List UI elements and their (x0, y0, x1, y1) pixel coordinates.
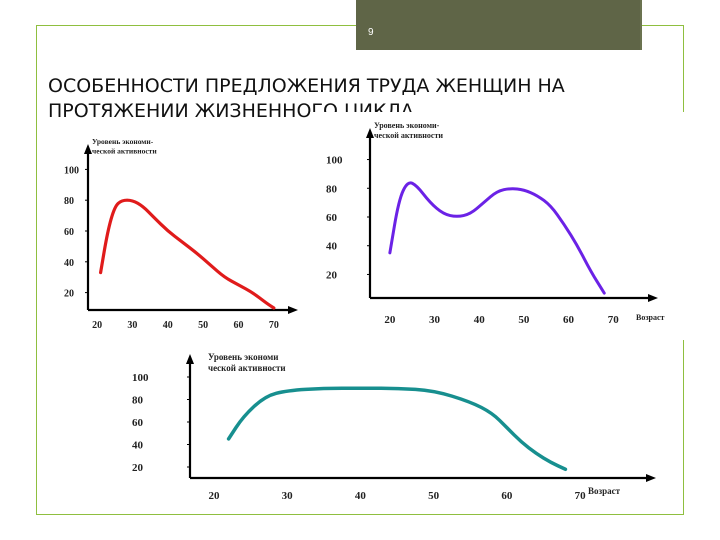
y-tick-label: 60 (132, 417, 144, 429)
y-tick-label: 80 (132, 395, 144, 407)
y-tick-label: 60 (326, 212, 338, 224)
series-line (388, 181, 606, 295)
page-number-box-edge (640, 0, 642, 50)
y-tick-label: 100 (132, 372, 149, 384)
x-axis-arrow (648, 294, 658, 302)
x-tick-label: 70 (608, 314, 620, 326)
y-tick-label: 80 (64, 196, 74, 207)
y-axis-label: Уровень экономи-ческой активности (92, 137, 157, 156)
x-tick-label: 30 (429, 314, 441, 326)
y-tick-label: 100 (326, 155, 343, 167)
y-axis-arrow (186, 354, 194, 364)
x-axis-label: Возраст (588, 486, 621, 496)
series-line (99, 198, 276, 310)
x-tick-label: 20 (208, 490, 220, 502)
x-tick-label: 40 (163, 320, 173, 331)
x-tick-label: 30 (127, 320, 137, 331)
y-tick-label: 100 (64, 165, 79, 176)
chart-red: Уровень экономи-ческой активности 20 40 60 8… (64, 137, 298, 331)
y-axis-arrow (84, 144, 92, 154)
slide-title: ОСОБЕННОСТИ ПРЕДЛОЖЕНИЯ ТРУДА ЖЕНЩИН НА … (48, 75, 565, 122)
x-axis-arrow (646, 474, 656, 482)
page-number: 9 (368, 27, 374, 38)
x-tick-label: 30 (282, 490, 294, 502)
x-tick-label: 60 (234, 320, 244, 331)
y-tick-label: 40 (132, 440, 144, 452)
x-tick-label: 60 (501, 490, 512, 502)
y-tick-label: 40 (326, 241, 338, 253)
x-tick-label: 50 (198, 320, 208, 331)
x-axis-label: Возраст (636, 313, 665, 322)
chart-red-card: Уровень экономи-ческой активности 20 40 60 8… (48, 132, 310, 332)
y-axis-label: Уровень экономи ческой активности (208, 352, 286, 373)
x-tick-label: 20 (384, 314, 396, 326)
y-tick-label: 60 (64, 227, 74, 238)
y-tick-label: 80 (326, 183, 338, 195)
chart-purple: Уровень экономи-ческой активности 20 40 60 8… (326, 121, 665, 326)
y-axis-label: Уровень экономи-ческой активности (374, 121, 443, 140)
x-tick-label: 50 (518, 314, 530, 326)
x-tick-label: 40 (355, 490, 367, 502)
y-tick-label: 20 (64, 289, 74, 300)
y-tick-label: 20 (132, 462, 144, 474)
chart-teal: Уровень экономи ческой активности 20 40 60 80… (132, 352, 656, 502)
chart-teal-card: Уровень экономи ческой активности 20 40 60 80… (104, 348, 664, 514)
series-line (226, 386, 568, 471)
x-tick-label: 50 (428, 490, 440, 502)
x-tick-label: 20 (92, 320, 102, 331)
chart-purple-card: Уровень экономи-ческой активности 20 40 60 8… (310, 112, 688, 340)
y-axis-arrow (366, 128, 374, 138)
x-tick-label: 70 (269, 320, 279, 331)
x-axis-arrow (288, 306, 298, 314)
y-tick-label: 20 (326, 269, 338, 281)
x-tick-label: 70 (575, 490, 587, 502)
x-tick-label: 40 (474, 314, 486, 326)
y-tick-label: 40 (64, 258, 74, 269)
page-number-box (356, 0, 642, 50)
x-tick-label: 60 (563, 314, 575, 326)
